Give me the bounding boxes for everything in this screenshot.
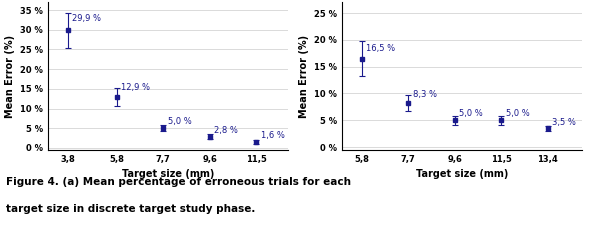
Y-axis label: Mean Error (%): Mean Error (%) [5,35,14,118]
Text: 29,9 %: 29,9 % [72,14,101,23]
Text: target size in discrete target study phase.: target size in discrete target study pha… [6,204,256,214]
Text: 5,0 %: 5,0 % [459,109,483,118]
Text: 2,8 %: 2,8 % [214,126,238,135]
X-axis label: Target size (mm): Target size (mm) [122,169,214,179]
Text: 12,9 %: 12,9 % [121,83,150,92]
Text: 16,5 %: 16,5 % [366,44,395,53]
Text: Figure 4. (a) Mean percentage of erroneous trials for each: Figure 4. (a) Mean percentage of erroneo… [6,177,351,187]
Text: 5,0 %: 5,0 % [167,117,191,126]
Text: 8,3 %: 8,3 % [413,90,437,99]
Text: 5,0 %: 5,0 % [506,109,529,118]
Y-axis label: Mean Error (%): Mean Error (%) [299,35,308,118]
Text: 1,6 %: 1,6 % [260,131,284,140]
X-axis label: Target size (mm): Target size (mm) [416,169,508,179]
Text: 3,5 %: 3,5 % [552,118,576,127]
